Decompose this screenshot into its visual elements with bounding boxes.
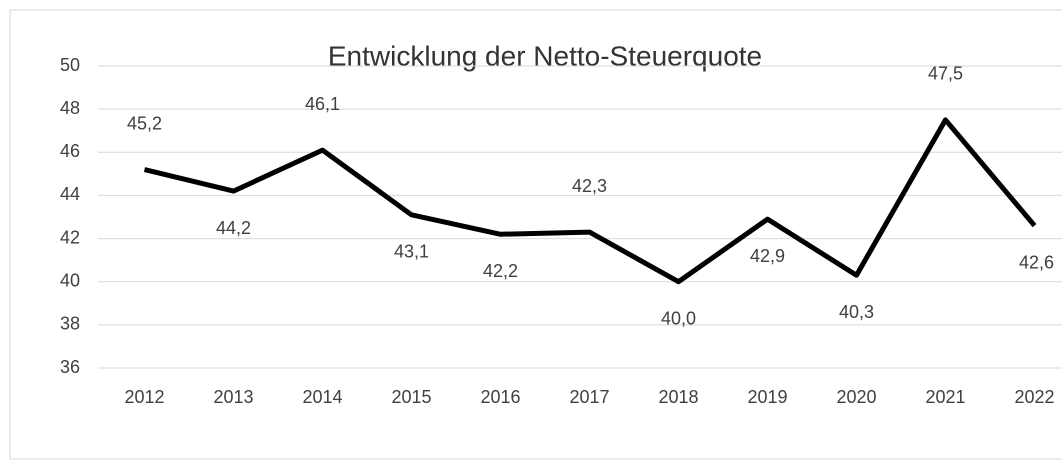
x-tick-label: 2021	[925, 387, 965, 407]
x-tick-label: 2013	[213, 387, 253, 407]
data-label: 42,3	[572, 176, 607, 196]
y-tick-label: 42	[60, 227, 80, 247]
data-label: 43,1	[394, 242, 429, 262]
data-line	[143, 117, 1037, 285]
y-tick-label: 50	[60, 55, 80, 75]
x-tick-label: 2018	[658, 387, 698, 407]
x-tick-label: 2017	[569, 387, 609, 407]
data-label: 44,2	[216, 218, 251, 238]
data-label: 42,2	[483, 261, 518, 281]
data-label: 42,9	[750, 246, 785, 266]
data-label: 47,5	[928, 64, 963, 84]
data-label: 46,1	[305, 94, 340, 114]
data-label: 40,3	[839, 302, 874, 322]
chart-title: Entwicklung der Netto-Steuerquote	[328, 40, 762, 71]
y-tick-label: 36	[60, 357, 80, 377]
x-tick-label: 2012	[124, 387, 164, 407]
x-tick-label: 2016	[480, 387, 520, 407]
x-tick-label: 2014	[302, 387, 342, 407]
x-tick-label: 2019	[747, 387, 787, 407]
y-tick-label: 38	[60, 314, 80, 334]
x-tick-label: 2020	[836, 387, 876, 407]
x-tick-label: 2022	[1014, 387, 1054, 407]
y-tick-label: 46	[60, 141, 80, 161]
y-tick-label: 44	[60, 184, 80, 204]
y-tick-label: 48	[60, 98, 80, 118]
data-label: 42,6	[1019, 252, 1054, 272]
data-label: 40,0	[661, 308, 696, 328]
data-label: 45,2	[127, 113, 162, 133]
x-tick-label: 2015	[391, 387, 431, 407]
y-tick-label: 40	[60, 270, 80, 290]
